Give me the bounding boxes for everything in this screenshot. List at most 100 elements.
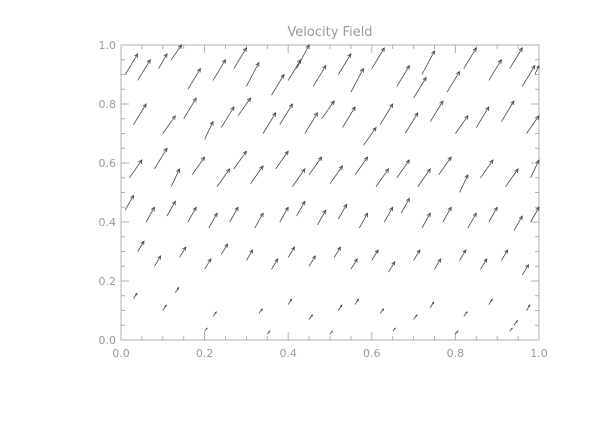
velocity-arrow bbox=[455, 115, 469, 134]
velocity-arrow bbox=[396, 64, 410, 87]
velocity-arrow bbox=[530, 159, 540, 178]
arrow-shaft bbox=[250, 165, 264, 184]
arrow-shaft bbox=[287, 59, 302, 81]
velocity-arrow bbox=[383, 206, 394, 223]
velocity-arrow bbox=[304, 112, 318, 134]
arrow-shaft bbox=[191, 156, 205, 176]
velocity-arrow bbox=[208, 212, 218, 229]
arrow-shaft bbox=[475, 106, 490, 128]
arrow-head bbox=[242, 47, 247, 52]
velocity-arrow bbox=[488, 298, 493, 305]
arrow-shaft bbox=[513, 215, 523, 231]
velocity-arrow bbox=[505, 168, 519, 187]
arrow-shaft bbox=[446, 71, 460, 93]
arrow-head bbox=[338, 165, 344, 170]
velocity-arrow bbox=[521, 264, 529, 276]
arrow-shaft bbox=[133, 103, 147, 125]
arrow-head bbox=[317, 156, 323, 162]
velocity-arrow bbox=[413, 314, 418, 320]
arrow-head bbox=[497, 59, 502, 64]
arrow-head bbox=[518, 47, 523, 52]
velocity-arrow bbox=[187, 67, 201, 90]
arrow-shaft bbox=[338, 53, 352, 75]
arrow-head bbox=[511, 327, 513, 330]
velocity-arrow bbox=[296, 44, 310, 69]
arrow-shaft bbox=[275, 150, 289, 170]
velocity-arrow bbox=[513, 320, 518, 326]
arrow-shaft bbox=[404, 112, 419, 134]
arrow-shaft bbox=[333, 246, 341, 258]
arrow-head bbox=[134, 53, 139, 58]
velocity-arrow bbox=[254, 212, 264, 229]
arrow-shaft bbox=[183, 97, 197, 120]
arrow-head bbox=[312, 255, 316, 260]
arrow-head bbox=[209, 120, 214, 126]
arrow-head bbox=[535, 115, 540, 120]
arrow-shaft bbox=[246, 249, 254, 261]
arrow-shaft bbox=[237, 97, 251, 117]
velocity-arrow bbox=[521, 64, 536, 87]
y-tick-label: 1.0 bbox=[99, 39, 117, 52]
velocity-arrow bbox=[212, 311, 217, 317]
arrow-head bbox=[356, 298, 359, 302]
velocity-arrow bbox=[312, 64, 327, 87]
arrow-head bbox=[489, 159, 494, 165]
velocity-arrow bbox=[446, 70, 461, 93]
velocity-arrow bbox=[308, 314, 313, 320]
arrow-shaft bbox=[342, 106, 356, 128]
arrow-head bbox=[353, 258, 358, 263]
velocity-arrow bbox=[271, 258, 279, 270]
arrow-head bbox=[200, 156, 206, 162]
velocity-arrow bbox=[321, 100, 335, 120]
velocity-arrow bbox=[250, 165, 264, 184]
velocity-arrow bbox=[162, 304, 167, 311]
arrow-head bbox=[363, 156, 369, 162]
velocity-arrow bbox=[204, 120, 214, 140]
velocity-arrow bbox=[308, 255, 316, 267]
arrow-shaft bbox=[212, 59, 226, 81]
arrow-shaft bbox=[233, 150, 247, 170]
arrow-head bbox=[255, 61, 260, 67]
y-axis: 0.0 0.2 0.4 0.6 0.8 1.0 bbox=[99, 39, 539, 347]
arrow-head bbox=[177, 44, 183, 49]
velocity-arrow bbox=[379, 308, 385, 314]
arrow-head bbox=[291, 246, 295, 251]
velocity-arrow bbox=[333, 246, 341, 258]
arrow-head bbox=[226, 168, 231, 173]
velocity-arrow bbox=[166, 200, 176, 217]
arrow-shaft bbox=[220, 243, 228, 255]
arrow-shaft bbox=[296, 44, 310, 69]
arrow-head bbox=[305, 44, 310, 50]
arrow-head bbox=[171, 115, 176, 120]
plot-frame bbox=[120, 44, 540, 341]
velocity-arrow bbox=[392, 327, 396, 332]
arrow-shaft bbox=[421, 50, 435, 75]
arrow-head bbox=[455, 70, 461, 76]
arrow-head bbox=[301, 168, 306, 173]
arrow-head bbox=[337, 246, 341, 251]
arrow-head bbox=[339, 304, 343, 308]
arrow-head bbox=[464, 173, 469, 179]
arrow-head bbox=[389, 103, 394, 109]
arrow-head bbox=[439, 100, 444, 106]
arrow-head bbox=[372, 126, 377, 132]
arrow-head bbox=[214, 311, 217, 314]
arrow-shaft bbox=[363, 127, 377, 146]
arrow-head bbox=[242, 150, 247, 156]
velocity-arrow bbox=[271, 73, 285, 96]
arrow-shaft bbox=[350, 68, 364, 93]
velocity-arrow bbox=[429, 301, 435, 308]
arrow-shaft bbox=[321, 100, 335, 120]
arrow-head bbox=[462, 249, 467, 254]
arrow-shaft bbox=[124, 53, 139, 75]
arrow-head bbox=[330, 100, 335, 106]
velocity-arrow bbox=[229, 206, 239, 223]
velocity-arrow bbox=[501, 100, 515, 122]
velocity-arrow bbox=[129, 159, 143, 179]
y-tick-label: 0.4 bbox=[99, 216, 117, 229]
arrow-shaft bbox=[480, 159, 494, 179]
arrow-head bbox=[518, 215, 523, 221]
arrow-head bbox=[301, 200, 306, 206]
arrow-shaft bbox=[396, 159, 410, 179]
